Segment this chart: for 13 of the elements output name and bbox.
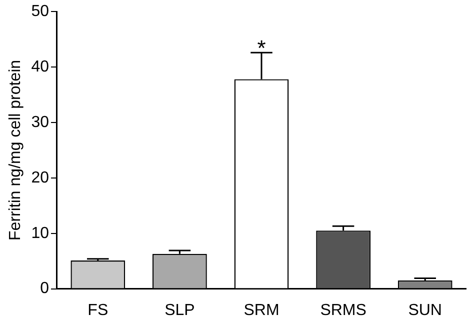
y-tick-label: 0 xyxy=(40,280,50,298)
y-axis-title: Ferritin ng/mg cell protein xyxy=(7,60,24,240)
y-tick-label: 10 xyxy=(31,224,50,242)
y-tick-label: 50 xyxy=(31,3,50,20)
annotation: * xyxy=(257,36,266,61)
y-tick-label: 20 xyxy=(31,169,50,186)
x-tick-label: SLP xyxy=(164,302,195,319)
y-tick-label: 30 xyxy=(31,114,50,131)
x-tick-label: SUN xyxy=(408,302,442,319)
x-tick-label: SRM xyxy=(244,302,280,319)
y-tick-label: 40 xyxy=(31,58,50,76)
x-tick-label: SRMS xyxy=(320,302,366,319)
x-tick-label: FS xyxy=(88,302,108,319)
